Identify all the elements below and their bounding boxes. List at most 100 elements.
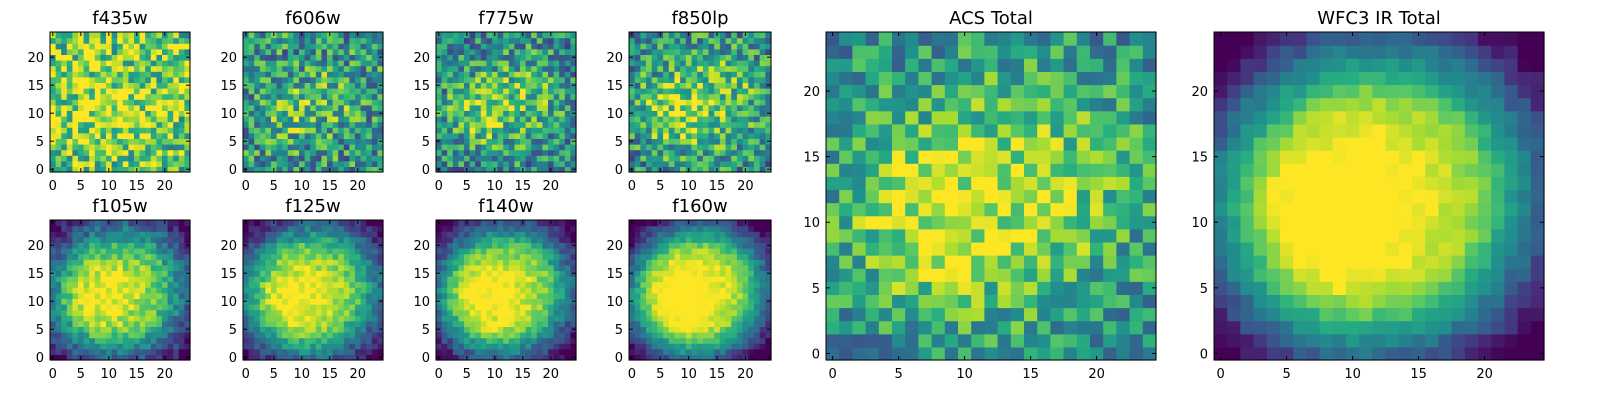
heatmap-cell bbox=[299, 37, 306, 44]
heatmap-cell bbox=[685, 155, 693, 162]
heatmap-cell bbox=[134, 236, 141, 243]
heatmap-cell bbox=[458, 76, 465, 83]
heatmap-cell bbox=[525, 155, 532, 162]
heatmap-cell bbox=[254, 88, 261, 95]
heatmap-cell bbox=[254, 281, 261, 288]
heatmap-cell bbox=[731, 60, 738, 67]
heatmap-cell bbox=[731, 337, 738, 344]
heatmap-cell bbox=[271, 121, 278, 128]
heatmap-cell bbox=[184, 116, 191, 123]
heatmap-cell bbox=[355, 304, 362, 311]
heatmap-cell bbox=[447, 332, 454, 339]
heatmap-cell bbox=[282, 121, 289, 128]
heatmap-cell bbox=[492, 132, 499, 139]
heatmap-cell bbox=[265, 138, 272, 145]
heatmap-cell bbox=[184, 93, 191, 100]
heatmap-cell bbox=[259, 110, 266, 117]
heatmap-cell bbox=[503, 304, 510, 311]
heatmap-cell bbox=[162, 149, 169, 156]
heatmap-cell bbox=[321, 116, 328, 123]
heatmap-cell bbox=[480, 99, 487, 106]
heatmap-cell bbox=[753, 132, 761, 139]
heatmap-cell bbox=[72, 298, 79, 305]
heatmap-cell bbox=[508, 88, 515, 95]
heatmap-cell bbox=[525, 48, 532, 55]
heatmap-cell bbox=[548, 309, 555, 316]
heatmap-cell bbox=[497, 71, 504, 78]
heatmap-cell bbox=[167, 354, 174, 361]
heatmap-cell bbox=[548, 276, 555, 283]
heatmap-cell bbox=[89, 138, 96, 145]
heatmap-cell bbox=[525, 65, 532, 72]
heatmap-cell bbox=[276, 43, 283, 50]
heatmap-cell bbox=[299, 132, 306, 139]
heatmap-cell bbox=[184, 144, 191, 151]
heatmap-cell bbox=[293, 48, 300, 55]
heatmap-cell bbox=[486, 76, 493, 83]
heatmap-cell bbox=[150, 127, 157, 134]
heatmap-cell bbox=[748, 337, 755, 344]
heatmap-cell bbox=[447, 155, 454, 162]
heatmap-cell bbox=[72, 309, 79, 316]
heatmap-cell bbox=[657, 343, 664, 350]
heatmap-cell bbox=[61, 166, 68, 173]
heatmap-cell bbox=[742, 138, 749, 145]
heatmap-cell bbox=[691, 337, 698, 344]
heatmap-cell bbox=[646, 281, 653, 288]
heatmap-cell bbox=[111, 276, 118, 283]
heatmap-cell bbox=[469, 160, 476, 167]
heatmap-cell bbox=[651, 298, 658, 305]
heatmap-cell bbox=[178, 149, 185, 156]
heatmap-cell bbox=[371, 144, 378, 151]
heatmap-cell bbox=[458, 116, 465, 123]
heatmap-cell bbox=[321, 99, 328, 106]
heatmap-cell bbox=[759, 292, 766, 299]
heatmap-cell bbox=[61, 304, 68, 311]
heatmap-cell bbox=[475, 121, 482, 128]
heatmap-cell bbox=[536, 132, 543, 139]
heatmap-cell bbox=[293, 332, 300, 339]
heatmap-cell bbox=[360, 160, 367, 167]
heatmap-cell bbox=[89, 337, 96, 344]
heatmap-cell bbox=[106, 231, 113, 238]
heatmap-cell bbox=[271, 332, 278, 339]
heatmap-cell bbox=[50, 259, 57, 266]
heatmap-cell bbox=[254, 231, 261, 238]
heatmap-cell bbox=[458, 144, 465, 151]
heatmap-cell bbox=[139, 259, 146, 266]
heatmap-cell bbox=[559, 32, 566, 39]
heatmap-cell bbox=[708, 144, 715, 151]
heatmap-cell bbox=[355, 343, 362, 350]
heatmap-cell bbox=[156, 48, 163, 55]
heatmap-cell bbox=[282, 264, 289, 271]
heatmap-cell bbox=[731, 93, 738, 100]
heatmap-cell bbox=[293, 65, 300, 72]
heatmap-cell bbox=[464, 155, 471, 162]
heatmap-cell bbox=[100, 116, 107, 123]
heatmap-cell bbox=[66, 231, 73, 238]
heatmap-cell bbox=[469, 231, 476, 238]
heatmap-cell bbox=[276, 270, 283, 277]
heatmap-cell bbox=[338, 144, 345, 151]
heatmap-cell bbox=[78, 76, 85, 83]
heatmap-cell bbox=[248, 132, 255, 139]
heatmap-cell bbox=[72, 292, 79, 299]
heatmap-cell bbox=[100, 48, 107, 55]
heatmap-cell bbox=[548, 236, 555, 243]
heatmap-cell bbox=[117, 242, 124, 249]
heatmap-cell bbox=[332, 99, 339, 106]
heatmap-cell bbox=[332, 276, 339, 283]
heatmap-cell bbox=[139, 264, 146, 271]
heatmap-cell bbox=[282, 354, 289, 361]
heatmap-cell bbox=[100, 60, 107, 67]
heatmap-cell bbox=[708, 348, 715, 355]
heatmap-cell bbox=[497, 287, 504, 294]
heatmap-cell bbox=[83, 309, 90, 316]
heatmap-cell bbox=[83, 298, 90, 305]
heatmap-cell bbox=[377, 71, 384, 78]
heatmap-cell bbox=[371, 248, 378, 255]
heatmap-cell bbox=[117, 121, 124, 128]
heatmap-cell bbox=[525, 37, 532, 44]
heatmap-cell bbox=[447, 32, 454, 39]
heatmap-cell bbox=[327, 270, 334, 277]
